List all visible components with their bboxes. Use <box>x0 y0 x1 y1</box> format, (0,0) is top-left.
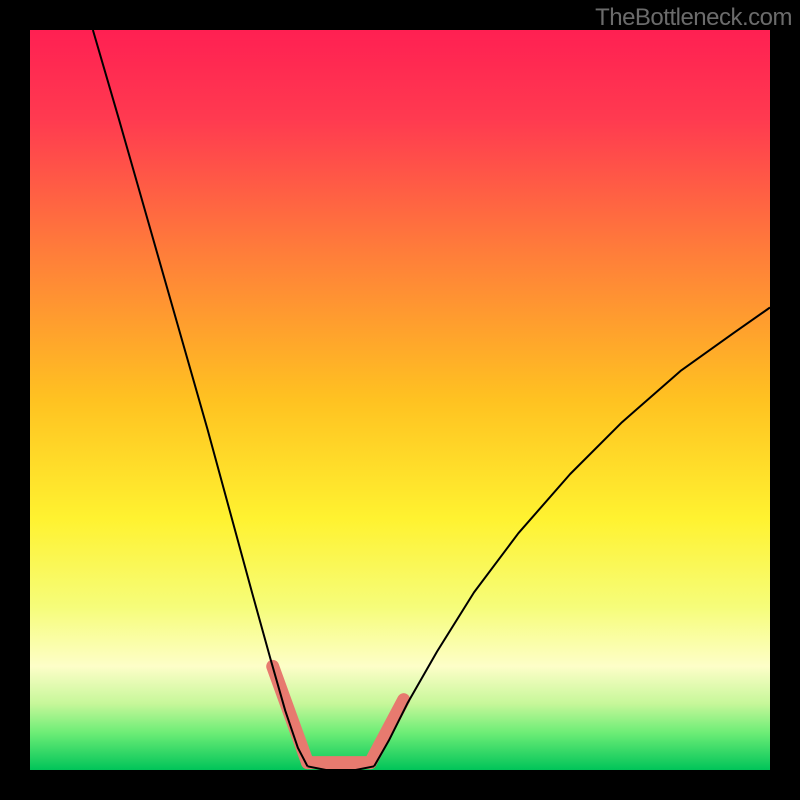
watermark-text: TheBottleneck.com <box>595 4 792 32</box>
bottleneck-curve-chart <box>0 0 800 800</box>
chart-container: TheBottleneck.com <box>0 0 800 800</box>
